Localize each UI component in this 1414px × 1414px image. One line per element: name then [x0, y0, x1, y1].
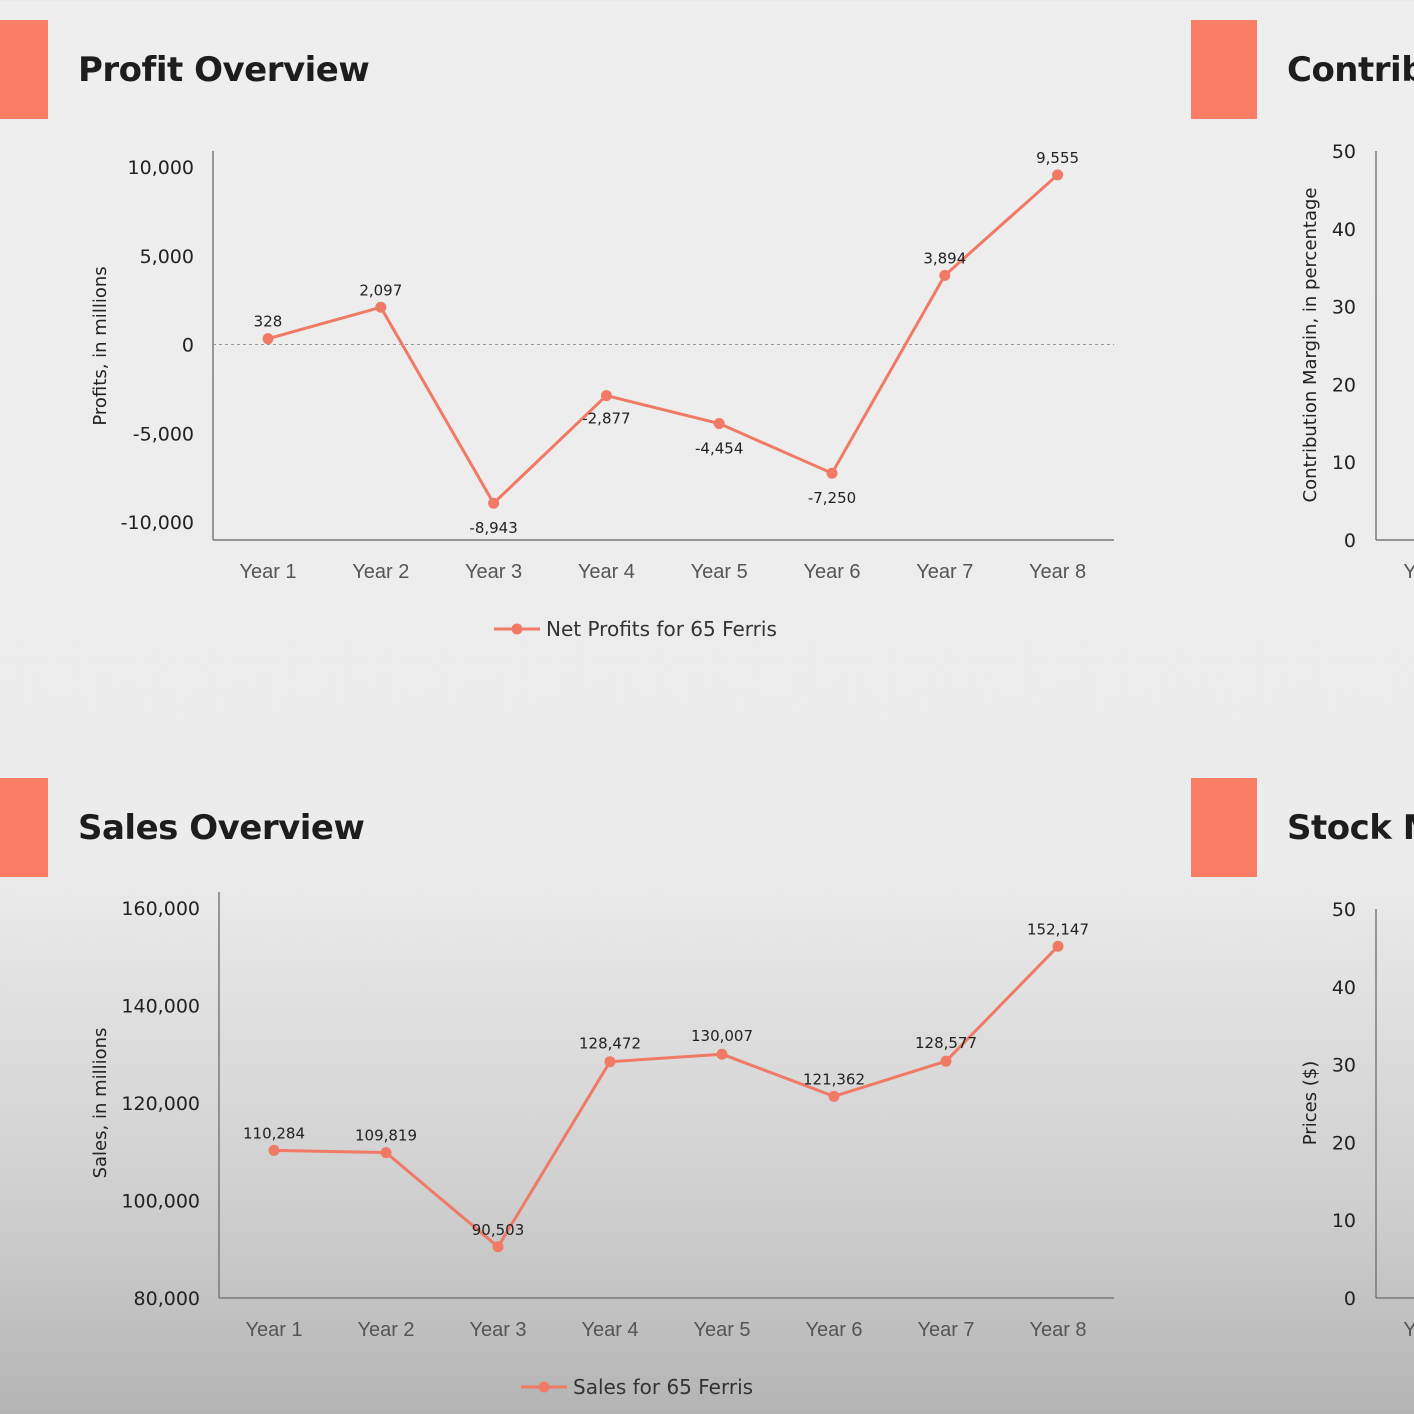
- profit-x-tick-label: Year 1: [239, 561, 296, 583]
- profit-data-label: -8,943: [469, 519, 517, 537]
- sales-data-point: [380, 1147, 392, 1159]
- sales-x-tick-label: Year 1: [245, 1319, 302, 1341]
- profit-x-tick-label: Year 6: [803, 561, 860, 583]
- profit-legend-marker: [511, 623, 523, 635]
- profit-x-tick-label: Year 8: [1029, 561, 1086, 583]
- sales-data-point: [604, 1056, 616, 1068]
- profit-x-tick-label: Year 7: [916, 561, 973, 583]
- sales-data-label: 110,284: [243, 1124, 305, 1142]
- sales-series-line: [273, 945, 1060, 1249]
- stock-accent-block: [1191, 778, 1257, 877]
- stock-y-tick-label: 10: [1332, 1210, 1356, 1232]
- contrib-y-tick-label: 20: [1332, 374, 1356, 396]
- sales-data-label: 128,472: [579, 1035, 641, 1053]
- sales-overview-title: Sales Overview: [78, 808, 365, 848]
- profit-x-tick-label: Year 4: [578, 561, 635, 583]
- stock-y-tick-label: 40: [1332, 977, 1356, 999]
- sales-data-point: [828, 1090, 840, 1102]
- stock-y-tick-label: 20: [1332, 1132, 1356, 1154]
- contrib-y-tick-label: 10: [1332, 452, 1356, 474]
- sales-legend-marker: [538, 1381, 550, 1393]
- profit-y-axis-title: Profits, in millions: [90, 266, 111, 425]
- contrib-y-tick-label: 0: [1344, 530, 1356, 552]
- sales-x-tick-label: Year 2: [357, 1319, 414, 1341]
- profit-data-label: -4,454: [695, 440, 743, 458]
- sales-data-point: [716, 1048, 728, 1060]
- profit-data-point: [1052, 169, 1064, 181]
- profit-y-tick-label: 5,000: [140, 246, 194, 268]
- sales-data-label: 152,147: [1027, 920, 1089, 938]
- stock-y-axis-title: Prices ($): [1300, 1061, 1321, 1146]
- profit-data-point: [713, 418, 725, 430]
- sales-data-label: 128,577: [915, 1034, 977, 1052]
- sales-x-tick-label: Year 4: [581, 1319, 638, 1341]
- profit-data-point: [600, 390, 612, 402]
- profit-overview-title: Profit Overview: [78, 50, 370, 90]
- profit-data-point: [375, 301, 387, 313]
- stock-y-tick-label: 50: [1332, 899, 1356, 921]
- sales-data-label: 121,362: [803, 1070, 865, 1088]
- sales-data-point: [1052, 940, 1064, 952]
- profit-data-label: -2,877: [582, 410, 630, 428]
- profit-y-tick-label: -10,000: [121, 512, 194, 534]
- stock-title: Stock M: [1287, 808, 1414, 848]
- sales-y-axis-title: Sales, in millions: [90, 1028, 111, 1179]
- sales-y-tick-label: 160,000: [121, 898, 200, 920]
- stock-y-tick-label: 0: [1344, 1288, 1356, 1310]
- profit-legend-label: Net Profits for 65 Ferris: [546, 617, 777, 641]
- profit-x-tick-label: Year 5: [691, 561, 748, 583]
- contrib-chart: 50 40 30 20 10 0 Y Contribution Margin, in perc…: [1300, 141, 1414, 583]
- sales-y-tick-label: 80,000: [134, 1288, 200, 1310]
- profit-data-label: -7,250: [808, 489, 856, 507]
- stock-x-tick-label: Y: [1403, 1319, 1414, 1341]
- profit-data-label: 3,894: [923, 249, 966, 267]
- profit-accent-block: [0, 20, 48, 119]
- profit-data-point: [488, 497, 500, 509]
- profit-y-tick-label: 10,000: [128, 157, 194, 179]
- profit-x-tick-label: Year 3: [465, 561, 522, 583]
- sales-x-tick-label: Year 8: [1029, 1319, 1086, 1341]
- contrib-y-axis-title: Contribution Margin, in percentage: [1300, 187, 1321, 502]
- contrib-y-tick-label: 30: [1332, 297, 1356, 319]
- sales-data-point: [492, 1241, 504, 1253]
- profit-data-point: [262, 333, 274, 345]
- sales-data-point: [268, 1144, 280, 1156]
- profit-chart: 10,000 5,000 0 -5,000 -10,000 Year 1 Year 2 Yea…: [90, 149, 1114, 641]
- profit-x-tick-label: Year 2: [352, 561, 409, 583]
- profit-data-point: [939, 269, 951, 281]
- stock-y-tick-label: 30: [1332, 1055, 1356, 1077]
- sales-x-tick-label: Year 6: [805, 1319, 862, 1341]
- profit-data-label: 2,097: [359, 281, 402, 299]
- sales-x-tick-label: Year 3: [469, 1319, 526, 1341]
- sales-data-label: 109,819: [355, 1127, 417, 1145]
- profit-data-label: 328: [254, 313, 283, 331]
- sales-accent-block: [0, 778, 48, 877]
- sales-y-tick-label: 100,000: [121, 1191, 200, 1213]
- contrib-accent-block: [1191, 20, 1257, 119]
- sales-data-label: 130,007: [691, 1027, 753, 1045]
- profit-series-line: [267, 173, 1059, 505]
- profit-data-point: [826, 467, 838, 479]
- sales-y-tick-label: 140,000: [121, 996, 200, 1018]
- sales-data-label: 90,503: [472, 1221, 525, 1239]
- contrib-y-tick-label: 40: [1332, 219, 1356, 241]
- contrib-x-tick-label: Y: [1403, 561, 1414, 583]
- sales-x-tick-label: Year 7: [917, 1319, 974, 1341]
- sales-x-tick-label: Year 5: [693, 1319, 750, 1341]
- profit-y-tick-label: 0: [182, 335, 194, 357]
- contrib-y-tick-label: 50: [1332, 141, 1356, 163]
- sales-y-tick-label: 120,000: [121, 1093, 200, 1115]
- sales-data-point: [940, 1055, 952, 1067]
- sales-legend-label: Sales for 65 Ferris: [573, 1375, 753, 1399]
- profit-data-label: 9,555: [1036, 149, 1079, 167]
- contrib-title: Contrib: [1287, 50, 1414, 90]
- profit-y-tick-label: -5,000: [133, 423, 194, 445]
